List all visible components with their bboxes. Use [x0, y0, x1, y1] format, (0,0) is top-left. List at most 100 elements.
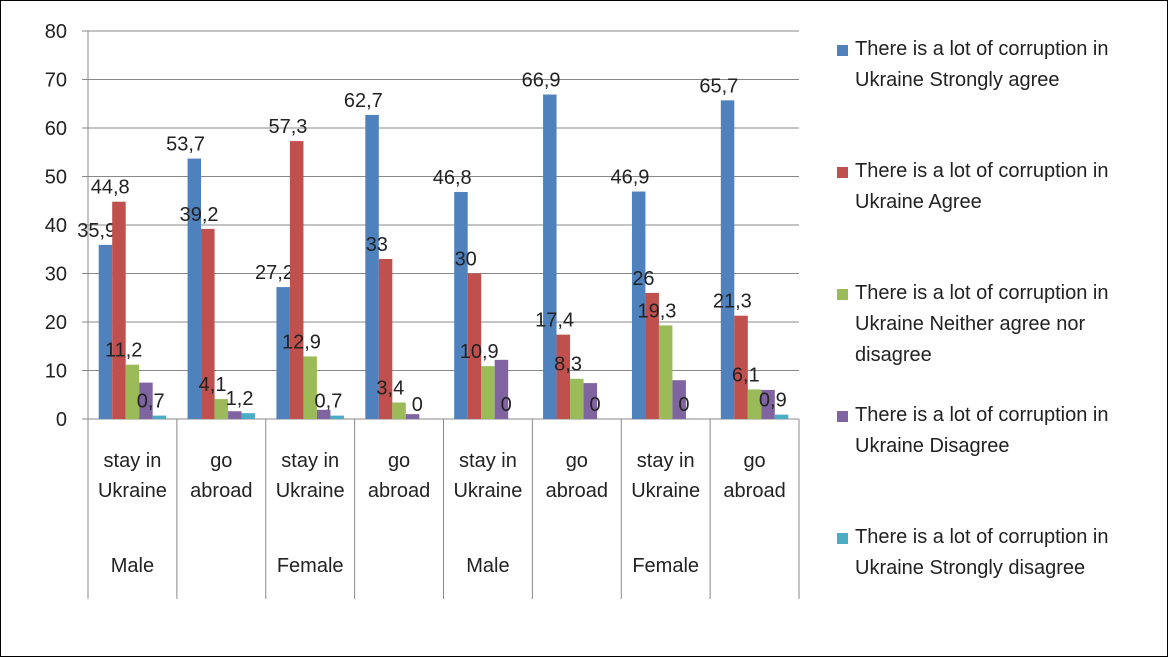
data-label: 17,4: [535, 310, 574, 332]
data-label: 3,4: [376, 378, 404, 400]
bar: [761, 389, 775, 419]
bar: [720, 100, 735, 419]
bar: [672, 380, 686, 419]
bar: [556, 334, 571, 419]
bar: [228, 411, 242, 419]
bar: [112, 201, 126, 419]
bar: [658, 325, 673, 419]
x-tick-label: stay in Ukraine: [453, 450, 523, 502]
data-label: 26: [632, 268, 654, 290]
bar: [543, 94, 557, 419]
bar: [187, 158, 202, 419]
bar: [774, 414, 789, 419]
data-label: 0: [501, 394, 512, 416]
y-tick-label: 20: [45, 312, 67, 334]
bar: [365, 114, 379, 419]
bar: [405, 414, 420, 419]
x-group-label: Male: [110, 555, 155, 577]
bar: [467, 273, 482, 419]
bar: [201, 228, 215, 419]
legend-swatch: [837, 533, 848, 544]
data-label: 0,7: [137, 391, 165, 413]
bar: [139, 382, 153, 419]
data-label: 46,8: [433, 167, 472, 189]
legend-swatch: [837, 289, 848, 300]
bar: [570, 378, 584, 419]
data-label: 0,9: [759, 390, 787, 412]
y-tick-label: 40: [45, 215, 67, 237]
x-tick-label: go abroad: [723, 450, 786, 502]
x-tick-label: stay in Ukraine: [631, 450, 701, 502]
x-tick-label: stay in Ukraine: [97, 450, 167, 502]
data-label: 11,2: [105, 340, 142, 362]
bar: [631, 191, 646, 419]
legend-swatch: [837, 411, 848, 422]
data-label: 12,9: [282, 331, 321, 353]
data-label: 35,9: [77, 220, 116, 242]
bar: [330, 415, 344, 419]
data-label: 0: [590, 394, 601, 416]
bar: [214, 399, 229, 419]
bar: [494, 359, 509, 419]
data-label: 0: [678, 394, 689, 416]
data-label: 21,3: [713, 291, 752, 313]
x-tick-label: go abroad: [367, 450, 431, 502]
data-label: 33: [366, 234, 388, 256]
x-tick-label: stay in Ukraine: [275, 450, 345, 502]
data-label: 8,3: [554, 354, 582, 376]
data-label: 53,7: [166, 134, 205, 156]
x-group-label: Male: [466, 555, 510, 577]
data-label: 0: [412, 394, 423, 416]
bar: [481, 366, 495, 419]
data-label: 65,7: [699, 75, 738, 97]
bar: [454, 192, 468, 419]
bar: [125, 364, 140, 419]
legend-swatch: [837, 45, 848, 56]
x-group-label: Female: [632, 555, 700, 577]
legend-label: There is a lot of corruption in Ukraine …: [855, 38, 1109, 91]
bar: [289, 141, 304, 419]
legend-swatch: [837, 167, 848, 178]
bar: [747, 389, 762, 419]
y-tick-label: 50: [45, 167, 67, 189]
x-tick-label: go abroad: [190, 450, 253, 502]
bar: [98, 244, 113, 419]
data-label: 66,9: [522, 70, 561, 92]
data-label: 6,1: [732, 364, 760, 386]
legend-label: There is a lot of corruption in Ukraine …: [855, 160, 1109, 213]
x-tick-label: go abroad: [545, 450, 608, 502]
data-label: 44,8: [91, 177, 130, 199]
data-label: 30: [455, 249, 477, 271]
data-label: 62,7: [344, 90, 383, 112]
bar: [645, 292, 659, 419]
bar: [152, 415, 167, 419]
bar: [583, 383, 598, 419]
data-label: 10,9: [460, 341, 499, 363]
data-label: 19,3: [637, 300, 676, 322]
bar: [241, 413, 256, 419]
bar: [734, 315, 748, 419]
bar: [316, 409, 331, 419]
data-label: 39,2: [180, 204, 219, 226]
y-tick-label: 30: [45, 264, 67, 286]
bar: [303, 356, 317, 419]
y-tick-label: 80: [45, 21, 67, 43]
legend-label: There is a lot of corruption in Ukraine …: [855, 526, 1109, 579]
data-label: 57,3: [268, 116, 307, 138]
data-label: 27,2: [255, 262, 294, 284]
data-label: 1,2: [226, 388, 254, 410]
y-tick-label: 10: [45, 361, 67, 383]
bar: [378, 258, 393, 419]
y-tick-label: 0: [56, 409, 67, 431]
y-tick-label: 60: [45, 118, 67, 140]
x-group-label: Female: [276, 555, 344, 577]
data-label: 4,1: [199, 374, 227, 396]
legend-label: There is a lot of corruption in Ukraine …: [855, 404, 1109, 457]
bar: [392, 402, 406, 419]
data-label: 0,7: [315, 391, 343, 413]
data-label: 46,9: [610, 167, 649, 189]
y-tick-label: 70: [45, 70, 67, 92]
legend-label: There is a lot of corruption in Ukraine …: [855, 282, 1109, 366]
